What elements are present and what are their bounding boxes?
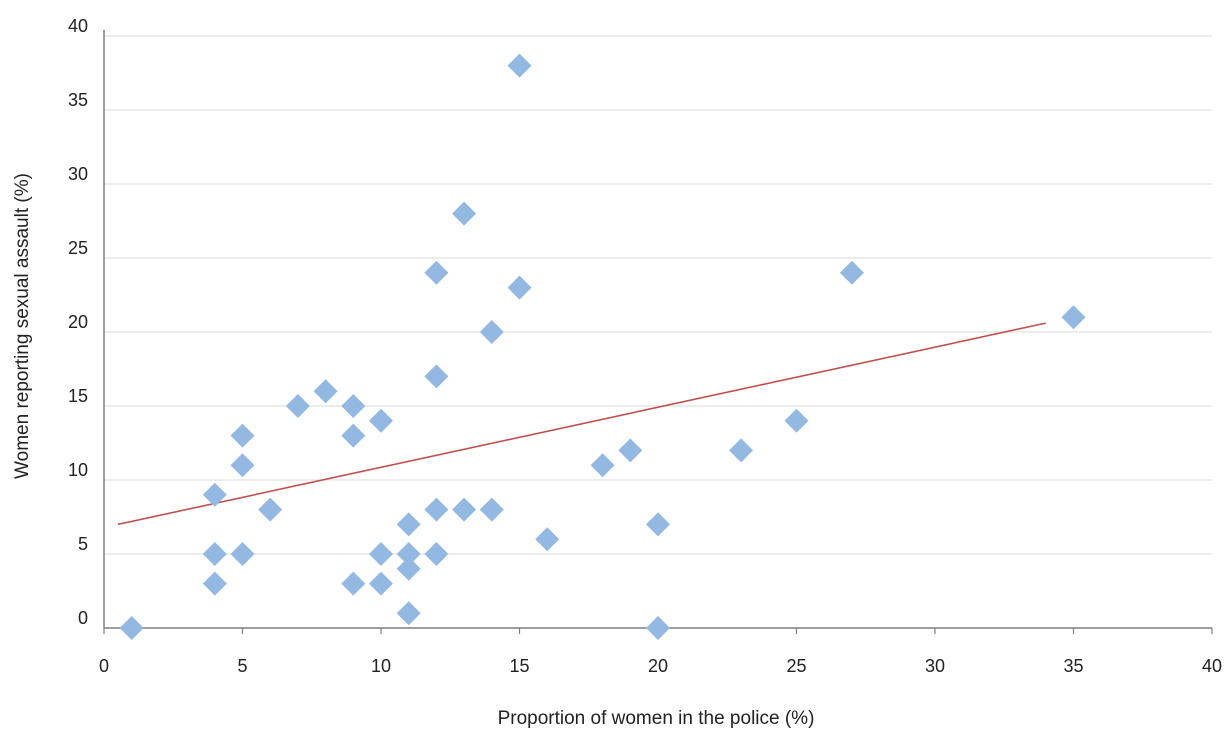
data-point-36 (729, 438, 754, 463)
x-tick-label-5: 5 (237, 656, 247, 676)
data-point-7 (230, 542, 255, 566)
data-point-33 (618, 438, 643, 463)
data-point-22 (424, 364, 449, 389)
data-point-2 (202, 482, 227, 507)
data-point-37 (784, 408, 809, 433)
y-tick-label-40: 40 (68, 16, 88, 36)
x-tick-label-20: 20 (648, 656, 668, 676)
data-point-30 (507, 275, 532, 300)
data-point-27 (479, 320, 504, 344)
data-point-39 (1061, 305, 1086, 330)
data-point-18 (396, 542, 421, 566)
data-point-12 (341, 423, 366, 448)
data-point-5 (230, 423, 255, 448)
y-tick-label-15: 15 (68, 386, 88, 406)
x-tick-label-10: 10 (371, 656, 391, 676)
data-point-21 (424, 260, 449, 285)
y-tick-label-25: 25 (68, 238, 88, 258)
axes (103, 30, 1212, 629)
x-tick-labels: 0 5 10 15 20 25 30 35 40 (99, 628, 1222, 676)
data-point-31 (535, 527, 560, 552)
x-tick-label-0: 0 (99, 656, 109, 676)
y-tick-label-35: 35 (68, 90, 88, 110)
y-tick-label-5: 5 (78, 534, 88, 554)
y-tick-label-0: 0 (78, 608, 88, 628)
data-point-8 (258, 497, 283, 522)
x-tick-label-35: 35 (1063, 656, 1083, 676)
x-tick-label-25: 25 (786, 656, 806, 676)
data-point-20 (396, 601, 421, 626)
y-tick-label-30: 30 (68, 164, 88, 184)
data-point-3 (202, 542, 227, 566)
data-point-32 (590, 453, 615, 478)
data-point-25 (452, 201, 477, 226)
trendline (117, 322, 1046, 526)
data-point-14 (369, 408, 393, 433)
data-point-13 (341, 571, 366, 596)
data-point-9 (285, 394, 310, 418)
data-point-38 (839, 260, 864, 285)
data-point-35 (646, 616, 670, 640)
trendline-group (117, 322, 1046, 526)
gridlines (104, 35, 1212, 555)
x-tick-label-30: 30 (925, 656, 945, 676)
data-point-17 (396, 512, 421, 537)
data-point-4 (202, 571, 227, 596)
y-tick-labels: 0 5 10 15 20 25 30 35 40 (68, 16, 88, 628)
x-tick-label-40: 40 (1202, 656, 1222, 676)
x-tick-label-15: 15 (509, 656, 529, 676)
data-point-16 (369, 571, 393, 596)
data-point-23 (424, 497, 449, 522)
data-point-15 (369, 542, 393, 566)
data-point-26 (452, 497, 477, 522)
x-axis-title: Proportion of women in the police (%) (498, 708, 815, 729)
data-point-11 (341, 394, 366, 418)
data-point-24 (424, 542, 449, 566)
data-point-1 (119, 616, 144, 640)
data-point-10 (313, 379, 338, 404)
data-points (119, 53, 1086, 640)
data-point-28 (479, 497, 504, 522)
data-point-29 (507, 53, 532, 78)
y-tick-label-20: 20 (68, 312, 88, 332)
y-axis-title: Women reporting sexual assault (%) (12, 173, 33, 479)
data-point-34 (646, 512, 670, 537)
data-point-6 (230, 453, 255, 478)
data-point-19 (396, 556, 421, 581)
y-tick-label-10: 10 (68, 460, 88, 480)
